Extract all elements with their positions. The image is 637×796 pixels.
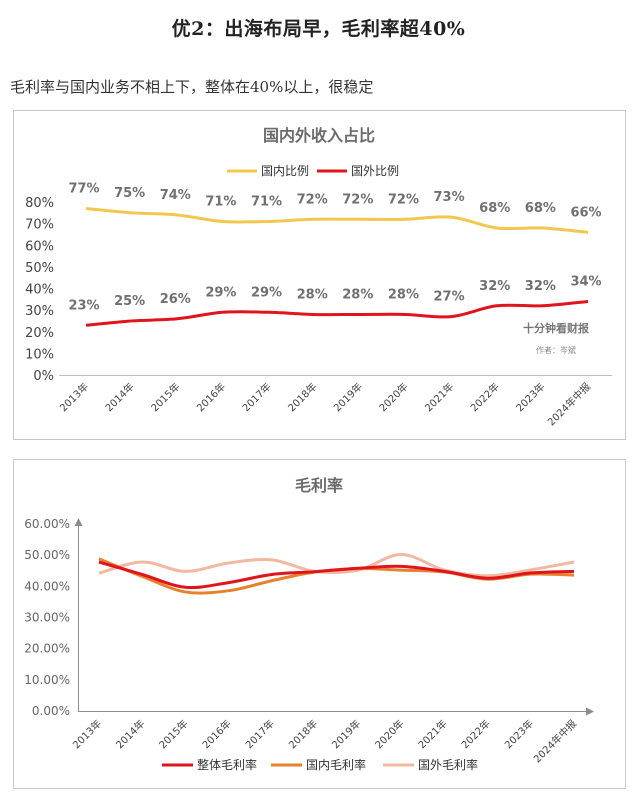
y-tick-label: 60% (25, 239, 54, 254)
data-label: 23% (68, 298, 99, 313)
data-label: 72% (297, 192, 328, 207)
y-tick-label: 80% (25, 196, 54, 211)
data-label: 32% (525, 279, 556, 294)
data-label: 74% (160, 188, 191, 203)
series-line-domestic (85, 206, 589, 234)
y-tick-label: 0% (33, 369, 54, 384)
data-label: 68% (479, 201, 510, 216)
share-chart-panel: 国内外收入占比国内比例 国外比例 0% 10% 20% 30% 40% 50% 60% 70% 80… (13, 110, 626, 440)
y-tick-label: 30.00% (24, 611, 70, 625)
x-tick-label: 2019年 (329, 717, 363, 751)
x-tick-label: 2015年 (148, 380, 182, 414)
margin-chart-panel: 毛利率 0.00% 10.00% 20.00% 30.00% 40.00% 50.00% 60… (13, 459, 626, 789)
x-tick-label: 2024年中报 (545, 380, 593, 428)
watermark-author: 作者：岑斌 (536, 345, 576, 355)
data-label: 26% (160, 292, 191, 307)
chart-title: 国内外收入占比 (263, 126, 375, 145)
x-tick-label: 2017年 (243, 717, 277, 751)
data-label: 71% (251, 194, 282, 209)
y-tick-label: 0.00% (32, 704, 70, 718)
y-tick-label: 60.00% (24, 517, 70, 531)
x-tick-label: 2022年 (458, 717, 492, 751)
x-tick-label: 2023年 (513, 380, 547, 414)
legend-label: 国外比例 (351, 164, 399, 178)
data-label: 27% (434, 290, 465, 305)
x-tick-label: 2013年 (70, 717, 104, 751)
x-tick-label: 2014年 (102, 380, 136, 414)
y-tick-label: 40.00% (24, 579, 70, 593)
data-label: 28% (297, 287, 328, 302)
data-label: 75% (114, 186, 145, 201)
series-line-overall (98, 560, 575, 590)
data-label: 32% (479, 279, 510, 294)
y-tick-label: 10% (25, 347, 54, 362)
x-tick-label: 2018年 (286, 717, 320, 751)
data-label: 73% (434, 190, 465, 205)
x-tick-label: 2017年 (239, 380, 273, 414)
legend-label: 国外毛利率 (418, 757, 478, 772)
y-tick-label: 30% (25, 304, 54, 319)
data-label: 25% (114, 294, 145, 309)
legend-label: 国内毛利率 (306, 757, 366, 772)
page-heading: 优2：出海布局早，毛利率超40% (171, 18, 466, 40)
y-tick-label: 20% (25, 326, 54, 341)
data-label: 28% (342, 287, 373, 302)
x-axis-arrow (586, 707, 594, 716)
legend-label: 整体毛利率 (197, 757, 257, 772)
x-tick-label: 2018年 (285, 380, 319, 414)
data-label: 34% (570, 274, 601, 289)
x-tick-label: 2014年 (113, 717, 147, 751)
legend-label: 国内比例 (261, 164, 309, 178)
x-tick-label: 2019年 (331, 380, 365, 414)
data-label: 66% (570, 205, 601, 220)
data-label: 29% (205, 285, 236, 300)
series-line-overseas (85, 299, 589, 327)
margin-chart: 毛利率 0.00% 10.00% 20.00% 30.00% 40.00% 50.00% 60… (24, 476, 594, 772)
page-subtitle: 毛利率与国内业务不相上下，整体在40%以上，很稳定 (10, 78, 374, 96)
x-tick-label: 2016年 (199, 717, 233, 751)
x-tick-label: 2020年 (372, 717, 406, 751)
y-tick-label: 70% (25, 218, 54, 233)
y-axis-arrow (74, 518, 83, 526)
data-label: 71% (205, 194, 236, 209)
y-tick-label: 10.00% (24, 673, 70, 687)
x-tick-label: 2021年 (415, 717, 449, 751)
chart-title: 毛利率 (295, 476, 343, 495)
x-tick-label: 2016年 (194, 380, 228, 414)
data-label: 68% (525, 201, 556, 216)
data-label: 29% (251, 285, 282, 300)
y-tick-label: 50.00% (24, 548, 70, 562)
data-label: 28% (388, 287, 419, 302)
data-label: 72% (388, 192, 419, 207)
y-tick-label: 20.00% (24, 642, 70, 656)
x-tick-label: 2020年 (376, 380, 410, 414)
x-tick-label: 2021年 (422, 380, 456, 414)
x-tick-label: 2013年 (57, 380, 91, 414)
series-line-overseas (98, 553, 575, 578)
x-tick-label: 2024年中报 (531, 717, 579, 765)
x-tick-label: 2022年 (468, 380, 502, 414)
y-tick-label: 40% (25, 283, 54, 298)
x-tick-label: 2015年 (156, 717, 190, 751)
watermark-brand: 十分钟看财报 (523, 321, 590, 335)
y-tick-label: 50% (25, 261, 54, 276)
x-tick-label: 2023年 (502, 717, 536, 751)
data-label: 77% (68, 181, 99, 196)
data-label: 72% (342, 192, 373, 207)
